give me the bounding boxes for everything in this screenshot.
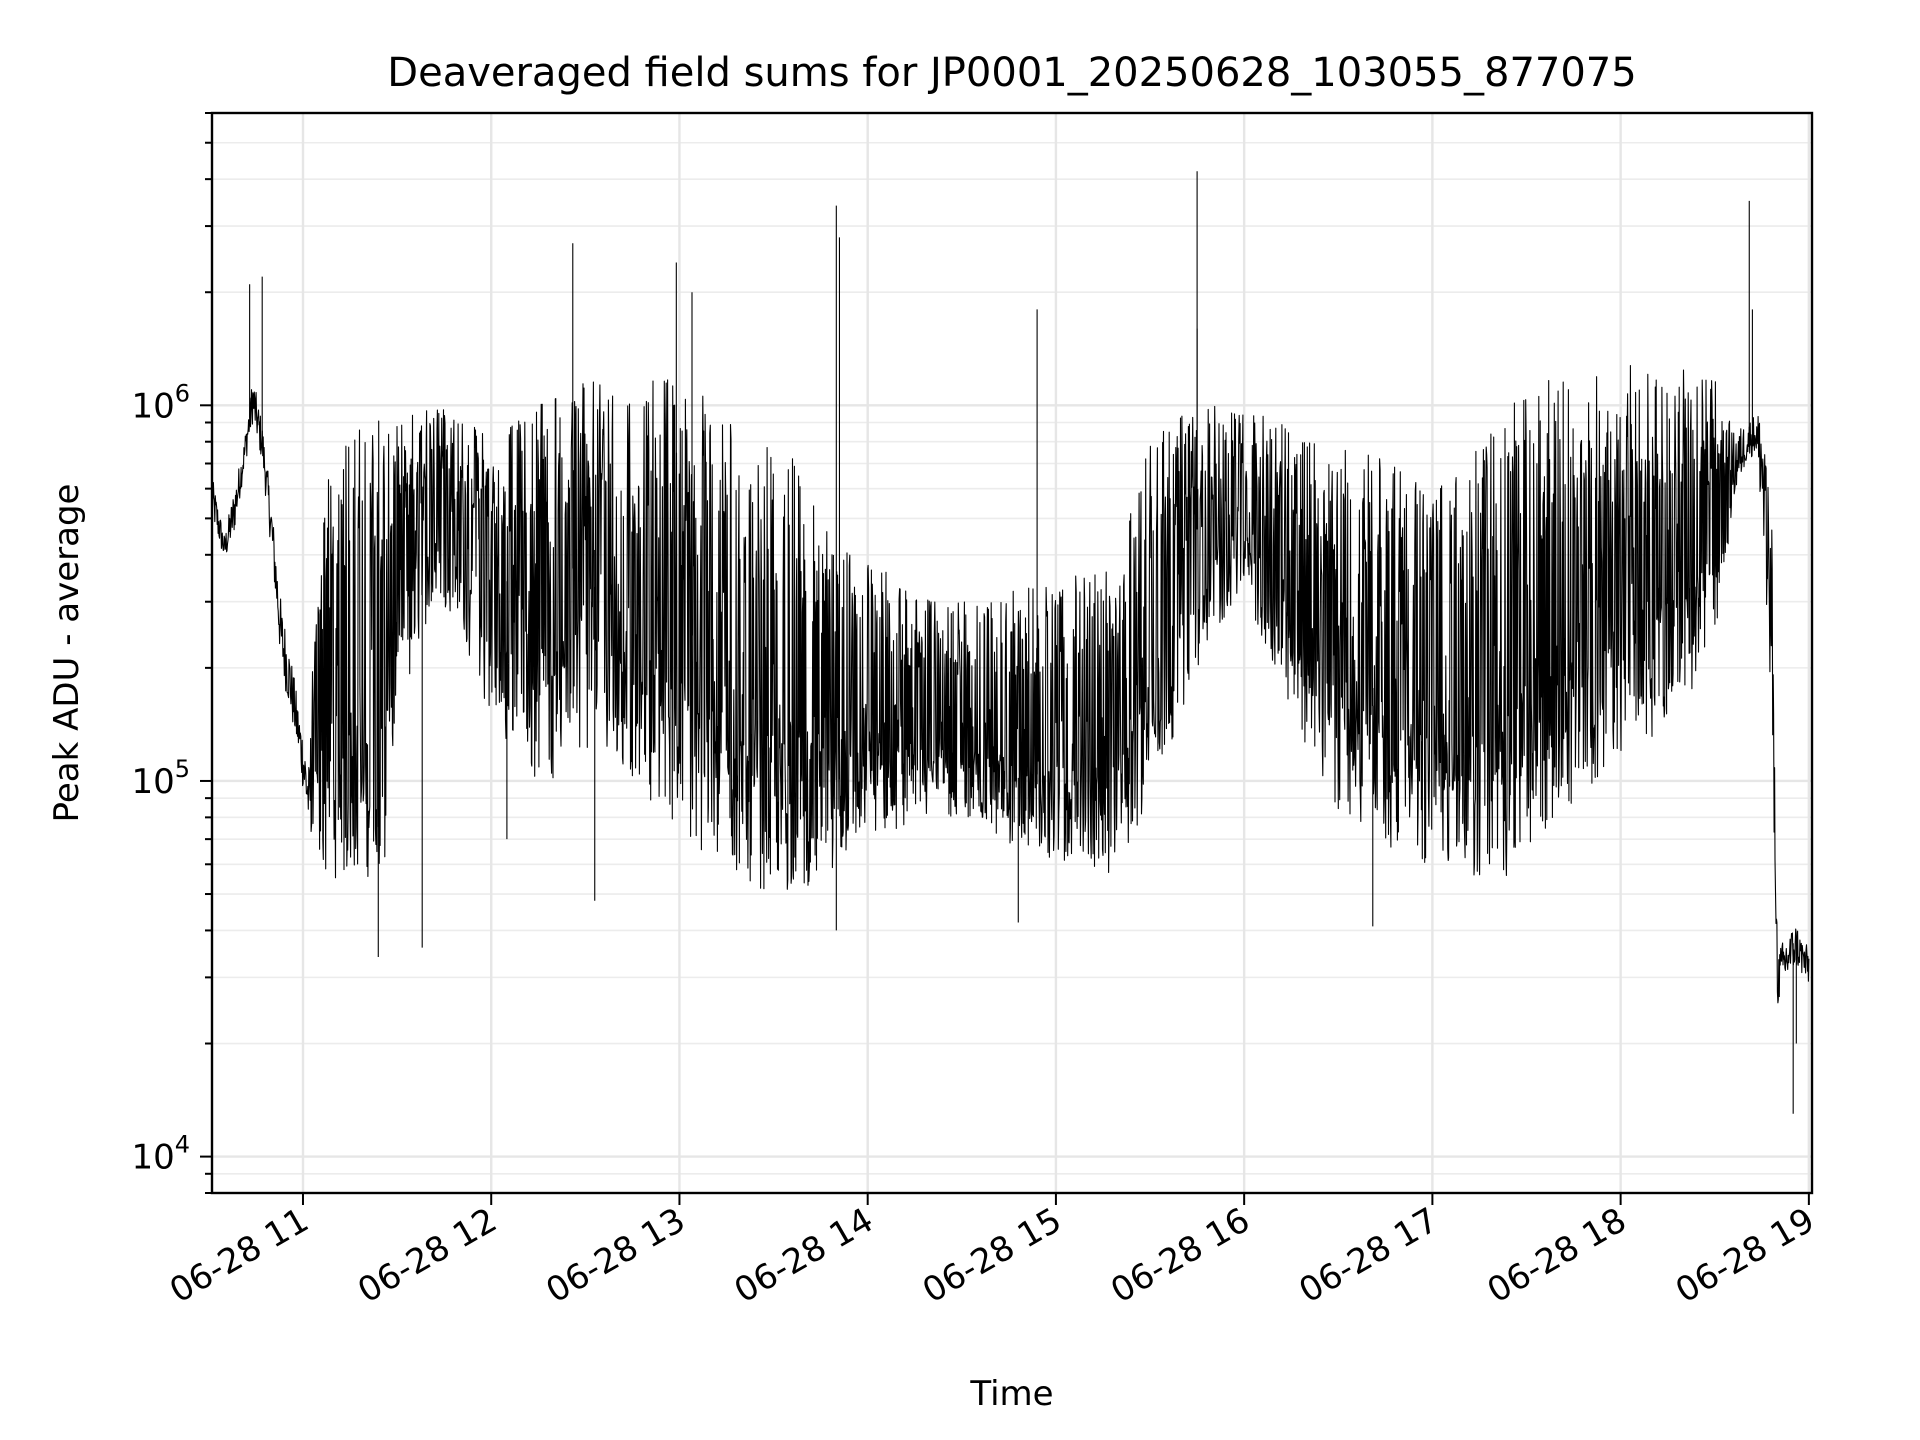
y-tick-label-exponent: 6: [175, 379, 190, 407]
chart-title: Deaveraged field sums for JP0001_2025062…: [387, 50, 1636, 96]
y-tick-label: 105: [131, 755, 190, 802]
y-tick-label-base: 10: [131, 762, 174, 802]
y-tick-label-exponent: 4: [175, 1131, 190, 1159]
y-tick-label: 106: [131, 379, 190, 426]
y-tick-label-base: 10: [131, 386, 174, 426]
y-tick-label-exponent: 5: [175, 755, 190, 783]
plot-frame: [210, 111, 1814, 1195]
y-tick-label-base: 10: [131, 1138, 174, 1178]
data-area: [211, 171, 1810, 1114]
data-series-line: [211, 365, 1810, 1004]
x-axis-label: Time: [969, 1374, 1053, 1414]
y-tick-label: 104: [131, 1131, 190, 1178]
y-axis-label: Peak ADU - average: [47, 484, 87, 823]
